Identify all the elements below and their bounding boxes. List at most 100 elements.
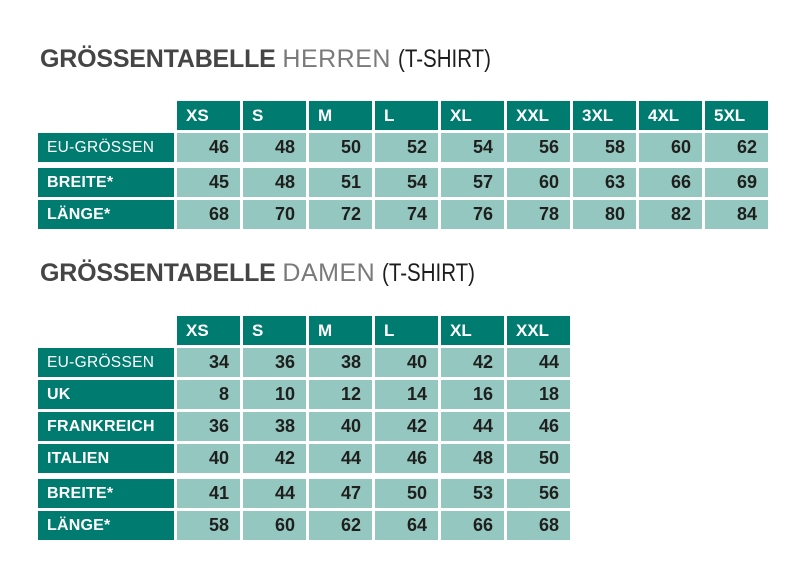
size-value-cell: 34 (177, 348, 240, 377)
herren-size-table: XS S M L XL XXL 3XL 4XL 5XL EU-GRÖSSEN 46 48 50 52 54 5… (38, 101, 768, 229)
column-header-m: M (309, 101, 372, 130)
size-value-cell: 54 (441, 133, 504, 162)
size-value-cell: 76 (441, 200, 504, 229)
size-value-cell: 8 (177, 380, 240, 409)
size-value-cell: 56 (507, 133, 570, 162)
size-value-cell: 42 (375, 412, 438, 441)
column-header-s: S (243, 101, 306, 130)
size-value-cell: 36 (243, 348, 306, 377)
row-label: ITALIEN (38, 444, 174, 473)
size-value-cell: 70 (243, 200, 306, 229)
size-value-cell: 63 (573, 168, 636, 197)
size-value-cell: 10 (243, 380, 306, 409)
row-label: UK (38, 380, 174, 409)
size-value-cell: 36 (177, 412, 240, 441)
size-value-cell: 56 (507, 479, 570, 508)
size-value-cell: 40 (177, 444, 240, 473)
size-value-cell: 50 (375, 479, 438, 508)
size-value-cell: 40 (375, 348, 438, 377)
size-value-cell: 54 (375, 168, 438, 197)
size-value-cell: 38 (309, 348, 372, 377)
row-label: LÄNGE* (38, 511, 174, 540)
column-header-xs: XS (177, 316, 240, 345)
size-value-cell: 82 (639, 200, 702, 229)
size-value-cell: 46 (177, 133, 240, 162)
size-value-cell: 60 (639, 133, 702, 162)
title-main-text: GRÖSSENTABELLE (40, 259, 276, 287)
size-value-cell: 48 (243, 133, 306, 162)
size-value-cell: 69 (705, 168, 768, 197)
size-value-cell: 66 (639, 168, 702, 197)
size-value-cell: 78 (507, 200, 570, 229)
table-corner-blank (38, 316, 174, 345)
size-value-cell: 64 (375, 511, 438, 540)
column-header-xl: XL (441, 101, 504, 130)
size-value-cell: 53 (441, 479, 504, 508)
size-value-cell: 62 (309, 511, 372, 540)
size-value-cell: 60 (243, 511, 306, 540)
size-value-cell: 58 (573, 133, 636, 162)
column-header-xs: XS (177, 101, 240, 130)
damen-table-title: GRÖSSENTABELLE DAMEN (T-SHIRT) (40, 259, 495, 287)
size-value-cell: 52 (375, 133, 438, 162)
size-value-cell: 57 (441, 168, 504, 197)
size-value-cell: 62 (705, 133, 768, 162)
size-value-cell: 42 (243, 444, 306, 473)
row-label: BREITE* (38, 479, 174, 508)
size-value-cell: 84 (705, 200, 768, 229)
title-suffix-text: (T-SHIRT) (397, 45, 491, 73)
size-value-cell: 60 (507, 168, 570, 197)
size-value-cell: 44 (441, 412, 504, 441)
size-value-cell: 47 (309, 479, 372, 508)
column-header-4xl: 4XL (639, 101, 702, 130)
size-value-cell: 44 (507, 348, 570, 377)
row-label: EU-GRÖSSEN (38, 133, 174, 162)
size-value-cell: 44 (243, 479, 306, 508)
size-value-cell: 16 (441, 380, 504, 409)
size-value-cell: 66 (441, 511, 504, 540)
title-suffix-text: (T-SHIRT) (381, 259, 475, 287)
size-value-cell: 14 (375, 380, 438, 409)
row-label: BREITE* (38, 168, 174, 197)
size-value-cell: 46 (507, 412, 570, 441)
size-value-cell: 50 (309, 133, 372, 162)
row-label: LÄNGE* (38, 200, 174, 229)
size-value-cell: 48 (243, 168, 306, 197)
column-header-l: L (375, 316, 438, 345)
column-header-s: S (243, 316, 306, 345)
size-value-cell: 46 (375, 444, 438, 473)
column-header-3xl: 3XL (573, 101, 636, 130)
row-label: FRANKREICH (38, 412, 174, 441)
size-value-cell: 40 (309, 412, 372, 441)
table-corner-blank (38, 101, 174, 130)
size-value-cell: 12 (309, 380, 372, 409)
size-value-cell: 50 (507, 444, 570, 473)
size-value-cell: 51 (309, 168, 372, 197)
size-value-cell: 48 (441, 444, 504, 473)
column-header-l: L (375, 101, 438, 130)
title-main-text: GRÖSSENTABELLE (40, 45, 276, 73)
column-header-5xl: 5XL (705, 101, 768, 130)
herren-table-title: GRÖSSENTABELLE HERREN (T-SHIRT) (40, 45, 511, 73)
column-header-xxl: XXL (507, 316, 570, 345)
size-value-cell: 68 (507, 511, 570, 540)
size-value-cell: 68 (177, 200, 240, 229)
column-header-m: M (309, 316, 372, 345)
title-variant-text: DAMEN (282, 259, 376, 287)
title-variant-text: HERREN (282, 45, 391, 73)
size-value-cell: 44 (309, 444, 372, 473)
size-value-cell: 42 (441, 348, 504, 377)
size-value-cell: 80 (573, 200, 636, 229)
column-header-xxl: XXL (507, 101, 570, 130)
size-value-cell: 74 (375, 200, 438, 229)
damen-size-table: XS S M L XL XXL EU-GRÖSSEN 34 36 38 40 42 44 UK 8 10 12 1… (38, 316, 570, 540)
size-value-cell: 38 (243, 412, 306, 441)
column-header-xl: XL (441, 316, 504, 345)
size-value-cell: 18 (507, 380, 570, 409)
size-value-cell: 45 (177, 168, 240, 197)
size-value-cell: 41 (177, 479, 240, 508)
size-value-cell: 72 (309, 200, 372, 229)
size-value-cell: 58 (177, 511, 240, 540)
row-label: EU-GRÖSSEN (38, 348, 174, 377)
